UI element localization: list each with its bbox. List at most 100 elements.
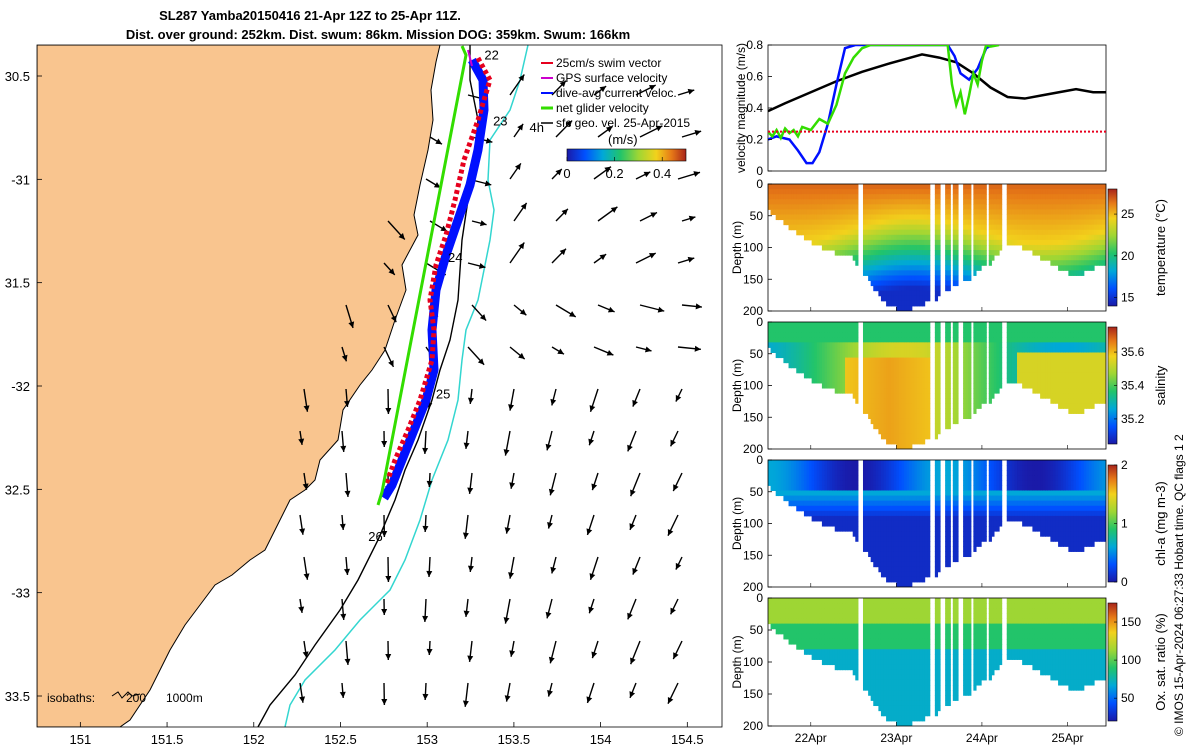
section-cell [814,194,818,200]
section-cell [814,357,818,364]
section-cell [901,270,905,276]
section-cell [888,460,892,466]
section-cell [963,357,967,364]
section-cell [968,398,972,404]
section-cell [955,199,959,205]
section-cell [896,388,900,394]
section-cell [1099,234,1103,241]
geo-arrow [383,346,395,368]
section-cell [1081,382,1085,389]
section-cell [1045,224,1049,231]
section-cell [783,470,787,476]
section-cell [1073,408,1077,414]
section-cell [947,408,951,414]
section-cell [1081,270,1085,276]
section-cell [1037,214,1041,221]
section-cell [798,500,802,507]
section-cell [983,372,987,379]
section-cell [1086,322,1090,328]
section-cell [845,250,849,256]
section-cell [780,480,785,486]
section-cell [898,244,903,251]
section-cell [865,510,869,517]
section-cell [1076,184,1080,190]
section-cell [924,275,928,282]
section-cell [896,418,900,425]
section-cell [842,219,846,226]
section-cell [1068,214,1072,221]
section-cell [906,260,910,266]
section-cell [821,244,826,251]
section-cell [773,184,777,190]
section-cell [1017,194,1021,200]
section-cell [888,275,892,282]
section-cell [1032,224,1036,231]
section-cell [1088,388,1093,394]
section-cell [1052,214,1057,221]
section-cell [788,327,792,333]
section-cell [1034,388,1039,394]
geo-arrow-head [518,74,525,82]
geo-arrow [298,598,305,613]
section-cell [973,199,977,205]
section-cell [924,295,928,302]
section-cell [1055,347,1059,353]
section-cell [834,515,838,522]
section-cell [868,372,872,379]
section-cell [798,214,802,221]
section-cell [952,367,956,374]
section-cell [919,423,923,430]
section-cell [875,239,879,246]
section-cell [775,327,779,333]
section-cell [883,352,887,359]
section-cell [975,214,980,221]
section-cell [968,184,972,190]
legend-item-gps: GPS surface velocity [541,71,667,85]
section-cell [927,244,931,251]
section-cell [1017,367,1021,374]
section-cell [901,438,905,445]
section-cell [906,280,910,287]
section-cell [981,322,985,328]
section-cell [1042,332,1046,338]
section-cell [827,377,831,384]
section-cell [1047,393,1051,399]
section-cell [952,184,956,190]
section-cell [978,347,982,353]
geo-arrow-head [381,608,388,615]
section-cell [914,428,918,435]
geo-arrow [550,388,557,406]
section-cell [788,337,792,343]
section-cell [862,520,867,527]
section-cell [901,337,905,343]
section-cell [883,398,887,404]
section-cell [785,209,790,215]
section-cell [896,413,900,420]
section-cell [803,465,808,471]
section-cell [1101,377,1105,384]
section-cell [952,214,956,221]
section-cell [1091,265,1095,271]
section-cell [886,265,890,271]
section-cell [983,239,987,246]
section-cell [963,250,967,256]
section-cell [968,244,972,251]
section-cell [993,372,998,379]
section-cell [798,490,802,497]
section-cell [904,219,908,226]
section-cell [865,327,869,333]
section-cell [827,244,831,251]
geo-arrow-head [599,254,607,261]
geo-arrow [426,472,433,488]
section-cell [978,398,982,404]
section-cell [806,357,810,364]
section-cell [788,214,792,221]
section-cell [965,184,969,190]
section-cell [845,377,849,384]
section-cell [1029,347,1034,353]
section-cell [845,327,849,333]
section-cell [827,382,831,389]
section-cell [1017,239,1021,246]
section-cell [922,382,926,389]
geo-arrow-head [650,212,658,218]
